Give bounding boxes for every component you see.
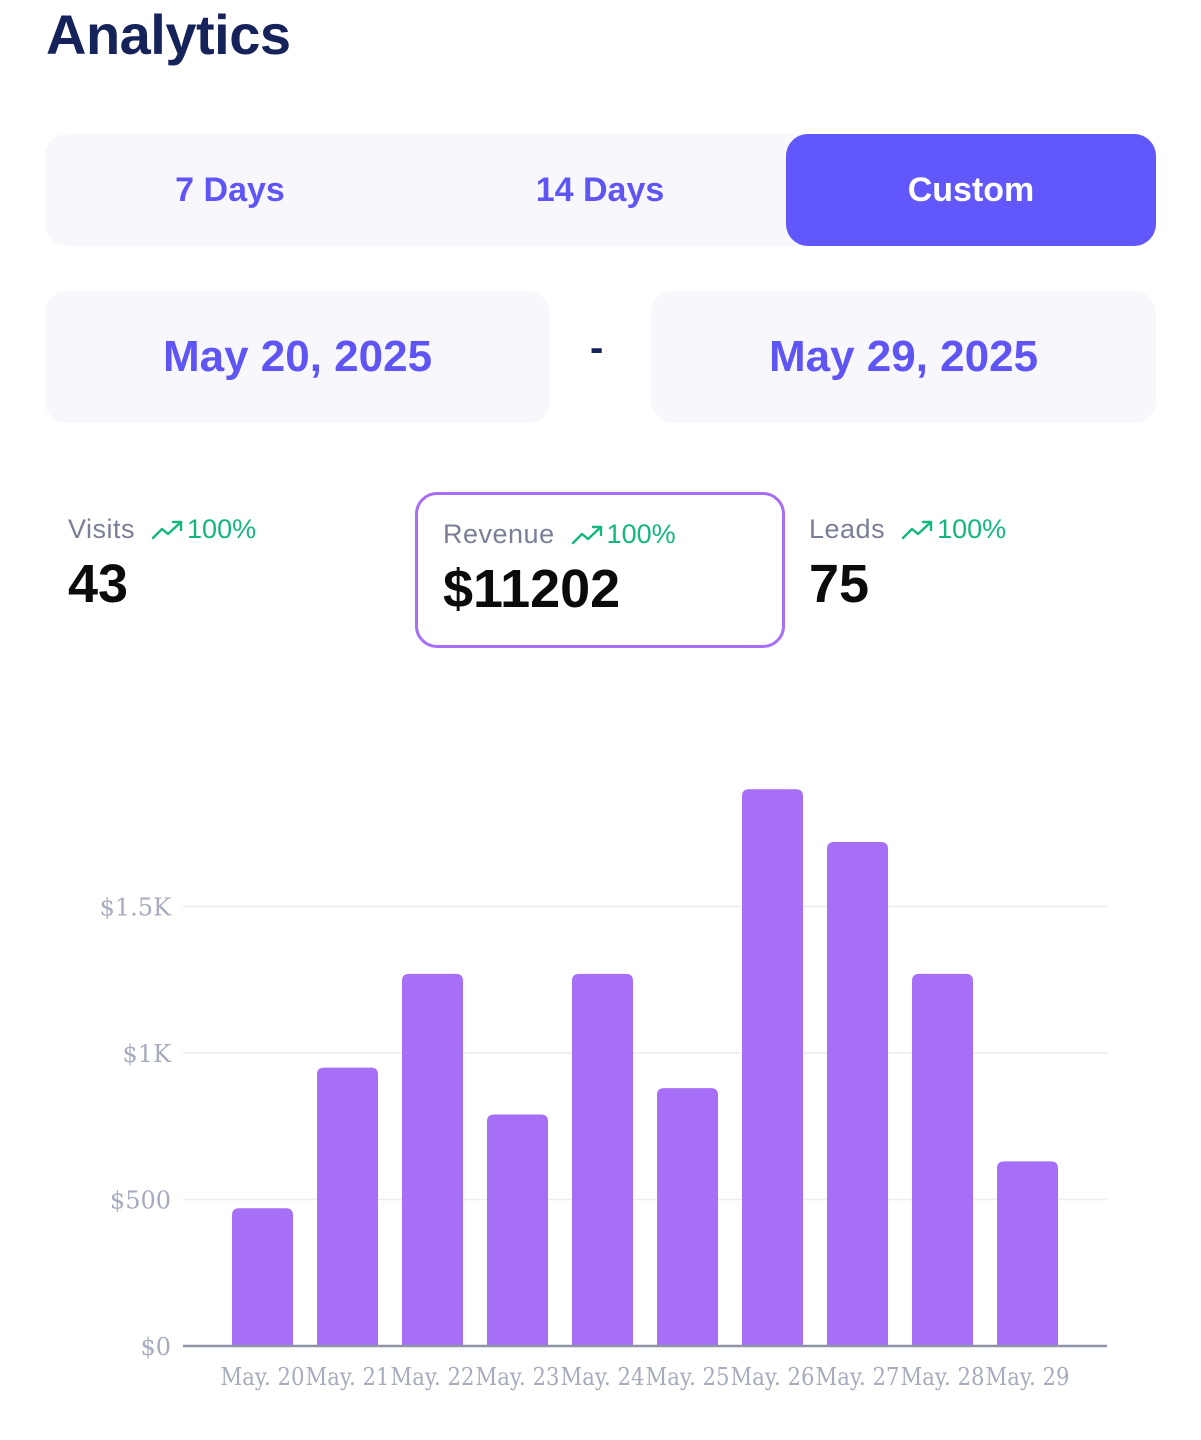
x-tick-label: May. 20 <box>221 1363 305 1391</box>
tab-7-days[interactable]: 7 Days <box>175 170 285 209</box>
trend-up-icon <box>571 525 602 544</box>
stat-revenue-change: 100% <box>606 519 676 549</box>
y-tick-label: $1K <box>123 1040 173 1068</box>
stat-leads-trend: 100% <box>901 514 1006 545</box>
bar-may-20[interactable] <box>232 1208 293 1346</box>
trend-up-icon <box>901 520 933 539</box>
stat-visits[interactable]: Visits 100% 43 <box>68 514 256 615</box>
x-tick-label: May. 24 <box>561 1363 645 1391</box>
bar-may-24[interactable] <box>572 973 633 1346</box>
stat-leads[interactable]: Leads 100% 75 <box>809 514 1006 615</box>
bar-may-22[interactable] <box>402 973 463 1346</box>
bar-may-29[interactable] <box>997 1161 1058 1346</box>
stat-leads-value: 75 <box>809 554 870 614</box>
bar-may-21[interactable] <box>317 1067 378 1346</box>
stat-revenue-value: $11202 <box>443 559 621 619</box>
bar-may-23[interactable] <box>487 1114 548 1346</box>
x-tick-label: May. 22 <box>391 1363 475 1391</box>
y-tick-label: $500 <box>110 1187 171 1215</box>
x-tick-label: May. 23 <box>476 1363 560 1391</box>
bar-may-26[interactable] <box>742 789 803 1346</box>
stat-revenue-label: Revenue <box>443 519 555 549</box>
stat-visits-change: 100% <box>187 514 257 544</box>
x-tick-label: May. 25 <box>646 1363 730 1391</box>
x-tick-label: May. 28 <box>901 1363 985 1391</box>
y-tick-label: $1.5K <box>100 894 172 922</box>
stat-visits-label: Visits <box>68 514 136 544</box>
y-tick-label: $0 <box>140 1333 171 1361</box>
range-selector: 7 Days 14 Days Custom <box>45 134 1156 246</box>
date-range-separator: - <box>590 326 604 370</box>
trend-up-icon <box>151 520 183 539</box>
x-tick-label: May. 27 <box>816 1363 900 1391</box>
bar-may-28[interactable] <box>912 973 973 1346</box>
bar-may-27[interactable] <box>827 842 888 1346</box>
end-date-picker[interactable]: May 29, 2025 <box>651 291 1156 423</box>
x-tick-label: May. 29 <box>986 1363 1070 1391</box>
stat-leads-label: Leads <box>809 514 886 544</box>
x-tick-label: May. 26 <box>731 1363 815 1391</box>
stat-visits-trend: 100% <box>151 514 256 545</box>
tab-custom[interactable]: Custom <box>786 134 1156 246</box>
tab-14-days[interactable]: 14 Days <box>535 170 665 209</box>
stat-leads-change: 100% <box>937 514 1007 544</box>
stat-revenue[interactable]: Revenue 100% $11202 <box>415 492 785 648</box>
bar-may-25[interactable] <box>657 1088 718 1346</box>
x-tick-label: May. 21 <box>306 1363 390 1391</box>
stat-revenue-trend: 100% <box>571 519 676 550</box>
start-date-picker[interactable]: May 20, 2025 <box>45 291 550 423</box>
stat-visits-value: 43 <box>68 554 129 614</box>
page-title: Analytics <box>46 3 291 66</box>
